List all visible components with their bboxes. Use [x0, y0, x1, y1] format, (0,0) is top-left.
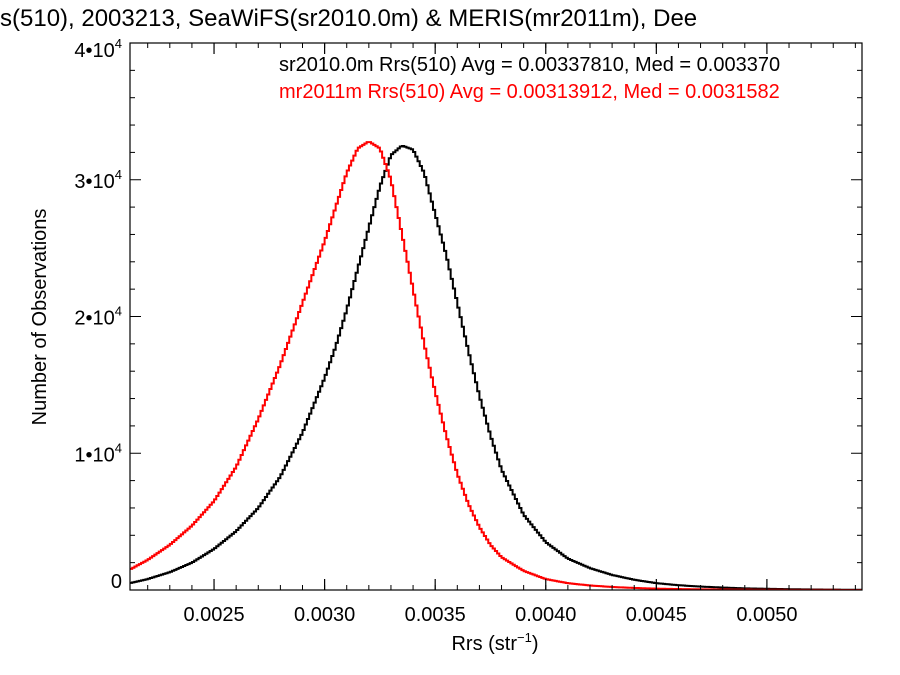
y-tick-base: 4•10 — [74, 40, 114, 62]
y-tick-exponent: 4 — [115, 167, 122, 182]
x-tick-label: 0.0030 — [294, 604, 355, 626]
legend: sr2010.0m Rrs(510) Avg = 0.00337810, Med… — [279, 54, 780, 103]
legend-entry-seawifs: sr2010.0m Rrs(510) Avg = 0.00337810, Med… — [279, 54, 780, 76]
y-tick-exponent: 4 — [115, 440, 122, 455]
y-axis-label: Number of Observations — [29, 209, 51, 426]
x-tick-label: 0.0040 — [515, 604, 576, 626]
y-tick-label: 2•104 — [74, 304, 122, 330]
plot-frame — [129, 42, 863, 591]
y-tick-exponent: 4 — [115, 304, 122, 319]
y-tick-base: 1•10 — [74, 444, 114, 466]
x-axis-label: Rrs (str−1) — [451, 630, 538, 655]
axes: 0.0025 0.0030 0.0035 0.0040 0.0045 0.0050 0 1•1… — [74, 36, 863, 626]
y-tick-label: 1•104 — [74, 440, 122, 466]
y-tick-base: 0 — [111, 571, 122, 593]
y-tick-label: 3•104 — [74, 167, 122, 193]
x-tick-label: 0.0050 — [736, 604, 797, 626]
x-tick-label: 0.0045 — [626, 604, 687, 626]
chart-title: s(510), 2003213, SeaWiFS(sr2010.0m) & ME… — [0, 5, 697, 32]
series-line-meris-red — [130, 141, 862, 590]
legend-entry-meris: mr2011m Rrs(510) Avg = 0.00313912, Med =… — [279, 81, 780, 103]
series-line-seawifs-black — [130, 144, 862, 590]
x-tick-label: 0.0035 — [405, 604, 466, 626]
x-tick-label: 0.0025 — [183, 604, 244, 626]
y-tick-label: 4•104 — [74, 36, 122, 62]
y-tick-exponent: 4 — [115, 36, 122, 51]
y-tick-label: 0 — [111, 571, 122, 593]
series-layer — [130, 141, 862, 590]
y-tick-base: 2•10 — [74, 308, 114, 330]
y-tick-base: 3•10 — [74, 171, 114, 193]
